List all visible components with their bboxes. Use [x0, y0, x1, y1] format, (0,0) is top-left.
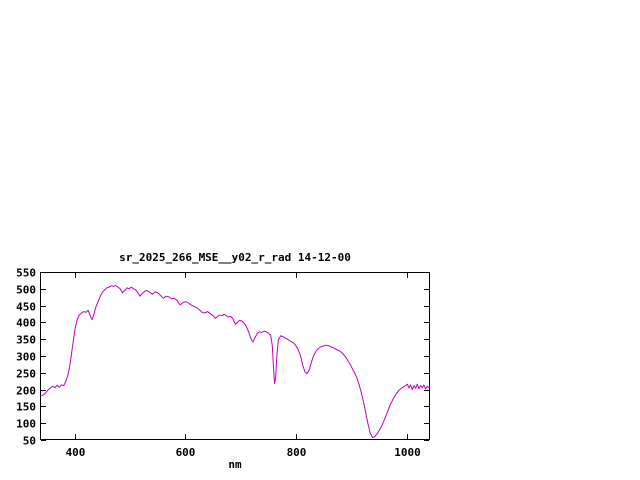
x-axis-label: nm [228, 458, 242, 471]
y-tick-label: 100 [16, 418, 36, 431]
plot-border [40, 272, 430, 440]
x-tick-label: 800 [287, 446, 307, 459]
x-tick-label: 1000 [394, 446, 421, 459]
y-tick-label: 200 [16, 385, 36, 398]
x-tick-label: 400 [66, 446, 86, 459]
y-tick-label: 250 [16, 368, 36, 381]
y-tick-label: 150 [16, 401, 36, 414]
y-tick-label: 50 [23, 435, 36, 448]
y-tick-label: 400 [16, 317, 36, 330]
series-line [41, 284, 430, 439]
y-tick-label: 300 [16, 351, 36, 364]
y-tick-label: 500 [16, 284, 36, 297]
y-tick-label: 450 [16, 301, 36, 314]
x-tick-label: 600 [176, 446, 196, 459]
y-tick-label: 350 [16, 334, 36, 347]
y-tick-label: 550 [16, 267, 36, 280]
chart-title: sr_2025_266_MSE__y02_r_rad 14-12-00 [119, 251, 351, 264]
